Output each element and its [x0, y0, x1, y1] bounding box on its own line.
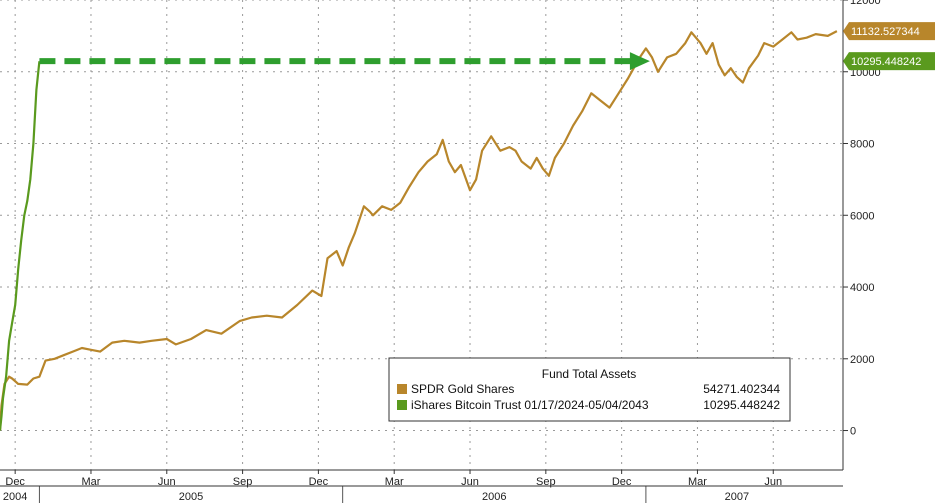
y-tick-label: 6000 [850, 210, 874, 222]
x-tick-label: Dec [5, 476, 25, 488]
y-tick-label: 4000 [850, 282, 874, 294]
legend-label-gold: SPDR Gold Shares [411, 382, 514, 396]
legend-value-bitcoin: 10295.448242 [703, 398, 780, 412]
legend-swatch-bitcoin [397, 400, 407, 410]
gold-last-value-tag: 11132.527344 [843, 22, 935, 41]
x-tick-label: Sep [233, 476, 253, 488]
gold-shares-line [0, 30, 838, 431]
dashed-arrow-annotation [39, 52, 650, 71]
legend-title: Fund Total Assets [542, 367, 637, 381]
x-tick-label: Dec [309, 476, 329, 488]
year-label: 2007 [725, 491, 749, 503]
value-tag-box [849, 52, 935, 71]
y-tick-label: 8000 [850, 139, 874, 151]
year-label: 2005 [179, 491, 203, 503]
legend-swatch-gold [397, 384, 407, 394]
value-tag-pointer [843, 52, 849, 71]
x-tick-label: Mar [385, 476, 404, 488]
y-tick-label: 0 [850, 426, 856, 438]
y-tick-label: 2000 [850, 354, 874, 366]
x-tick-label: Mar [688, 476, 707, 488]
x-tick-label: Jun [158, 476, 176, 488]
x-tick-label: Mar [81, 476, 100, 488]
value-tag-text: 10295.448242 [851, 56, 921, 68]
legend: Fund Total Assets SPDR Gold Shares 54271… [388, 357, 791, 422]
legend-box [388, 357, 791, 422]
x-tick-label: Dec [612, 476, 632, 488]
value-tag-pointer [843, 22, 849, 41]
x-tick-label: Jun [461, 476, 479, 488]
last-value-tags: 11132.527344 10295.448242 [843, 22, 935, 71]
value-tag-text: 11132.527344 [851, 26, 920, 38]
bitcoin-trust-line [0, 61, 41, 431]
x-tick-label: Sep [536, 476, 556, 488]
x-tick-label: Jun [764, 476, 782, 488]
year-label: 2006 [482, 491, 506, 503]
data-series [0, 30, 838, 431]
legend-value-gold: 54271.402344 [703, 382, 780, 396]
year-label: 2004 [3, 491, 27, 503]
dashed-arrow-head [629, 52, 650, 71]
legend-label-bitcoin: iShares Bitcoin Trust 01/17/2024-05/04/2… [411, 398, 649, 412]
y-tick-label: 12000 [850, 0, 881, 7]
value-tag-box [849, 22, 935, 41]
bitcoin-last-value-tag: 10295.448242 [843, 52, 935, 71]
